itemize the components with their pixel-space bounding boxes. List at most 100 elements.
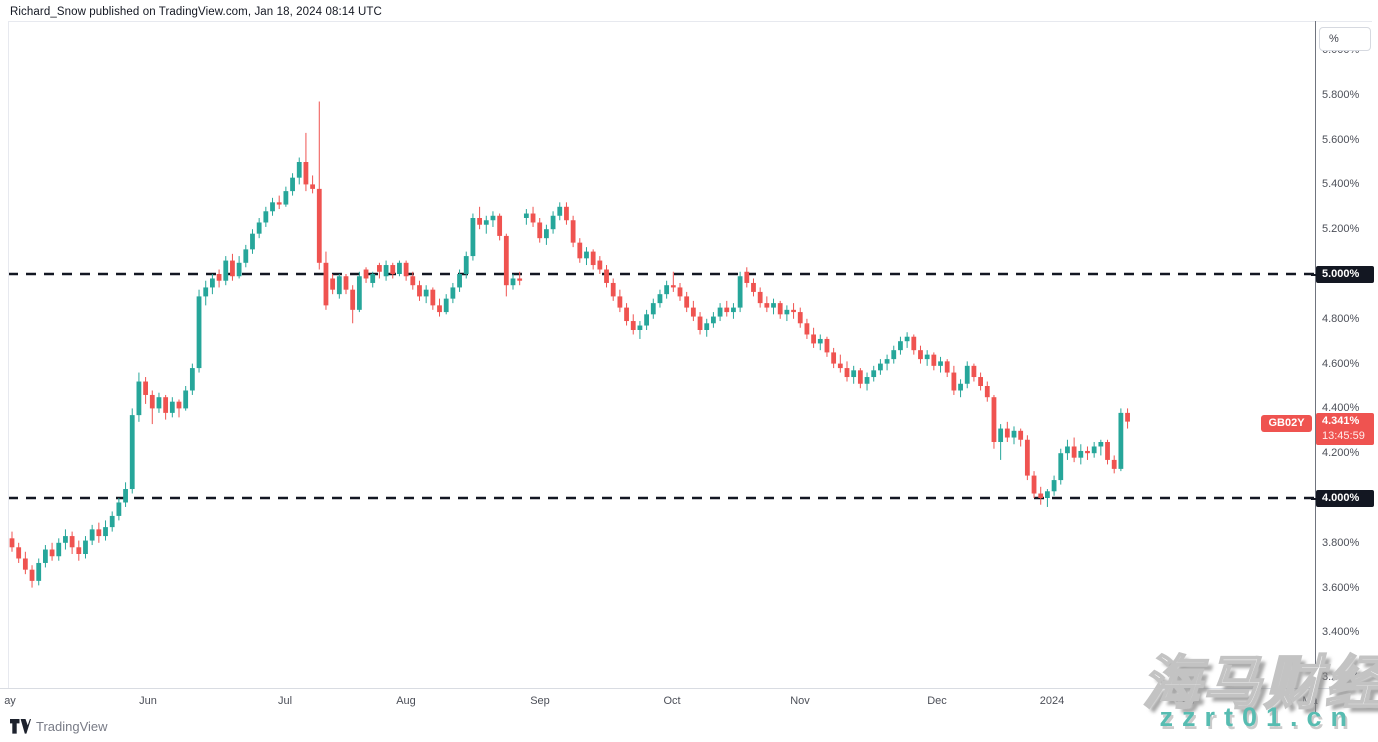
candle: [624, 303, 629, 326]
candle: [417, 280, 422, 301]
candle: [777, 300, 783, 319]
candle: [537, 218, 543, 243]
candle: [163, 394, 169, 420]
candle: [129, 408, 135, 494]
candle: [316, 101, 322, 270]
candle: [1065, 439, 1070, 460]
candle: [891, 345, 897, 364]
candle: [16, 542, 22, 563]
candle: [884, 354, 890, 371]
candle: [103, 520, 108, 541]
last-price-badge: 4.341% 13:45:59: [1316, 413, 1374, 445]
candle: [497, 213, 503, 241]
candle: [771, 298, 776, 315]
candle: [597, 256, 603, 274]
candle: [757, 287, 763, 308]
time-axis-line: [0, 688, 1378, 689]
time-tick-label: Jun: [139, 695, 157, 707]
candle: [704, 318, 710, 337]
level-price-badge: 5.000%: [1311, 265, 1374, 283]
candle: [356, 271, 362, 313]
candle: [236, 256, 242, 279]
candle: [410, 271, 416, 290]
time-tick-label: Ma: [1302, 695, 1318, 707]
price-tick-label: 4.600%: [1322, 357, 1360, 370]
candle: [1105, 439, 1110, 465]
candle: [517, 271, 523, 286]
candle: [36, 558, 42, 586]
candle: [737, 271, 743, 313]
candle: [136, 372, 142, 422]
candle: [878, 359, 883, 375]
candle: [657, 289, 663, 308]
candle: [363, 267, 369, 283]
candle: [577, 238, 583, 263]
candle: [1004, 421, 1010, 442]
time-tick-label: Dec: [927, 695, 947, 707]
candle: [684, 291, 690, 313]
percent-scale-button[interactable]: %: [1319, 27, 1371, 51]
candle: [176, 399, 182, 418]
candle: [149, 390, 155, 425]
candle: [370, 271, 376, 288]
candle: [69, 531, 75, 554]
candle: [1024, 435, 1030, 481]
candle: [871, 365, 877, 382]
candle: [203, 280, 209, 306]
candle: [223, 256, 229, 286]
candle: [824, 336, 830, 357]
candle: [944, 359, 950, 378]
candle: [263, 206, 269, 227]
candle: [503, 233, 509, 297]
price-tick-label: 5.600%: [1322, 133, 1360, 146]
candle: [296, 157, 302, 185]
price-tick-label: 5.400%: [1322, 178, 1360, 191]
candle: [590, 249, 596, 270]
candle: [764, 296, 770, 313]
time-tick-label: Aug: [396, 695, 416, 707]
candle: [109, 511, 115, 532]
candle: [477, 206, 482, 230]
page-title: Richard_Snow published on TradingView.co…: [10, 6, 382, 18]
level-price-badge: 4.000%: [1311, 489, 1374, 507]
candle: [964, 361, 970, 389]
candle: [991, 394, 997, 449]
candle: [724, 300, 730, 317]
tradingview-logo[interactable]: TradingView: [10, 719, 108, 734]
candle: [978, 372, 983, 391]
candle: [570, 215, 576, 248]
candle: [143, 377, 148, 404]
time-tick-label: Jul: [277, 695, 293, 707]
candle: [544, 224, 549, 245]
candle: [637, 321, 643, 339]
candle: [924, 350, 930, 366]
candle: [938, 356, 943, 373]
candle: [951, 365, 957, 395]
candle: [1098, 439, 1104, 456]
candle: [784, 305, 790, 322]
candle: [397, 260, 402, 277]
candle: [530, 206, 536, 227]
candle: [1031, 471, 1037, 498]
price-tick-label: 4.800%: [1322, 312, 1360, 325]
tradingview-logo-text: TradingView: [36, 719, 108, 734]
candle: [1125, 408, 1130, 429]
candle: [490, 211, 496, 227]
candle: [196, 289, 202, 373]
candle: [437, 298, 442, 317]
candle: [564, 202, 569, 225]
candle: [971, 363, 977, 382]
candle: [1111, 455, 1117, 474]
candle: [711, 312, 716, 328]
candle: [450, 282, 456, 304]
candle: [76, 540, 82, 561]
candle: [1045, 489, 1050, 507]
chart-border-left: [8, 21, 9, 688]
candle: [744, 267, 750, 288]
candle: [664, 280, 670, 299]
time-tick-label: Feb: [1175, 695, 1195, 707]
candle: [63, 529, 68, 550]
candle: [677, 282, 683, 301]
